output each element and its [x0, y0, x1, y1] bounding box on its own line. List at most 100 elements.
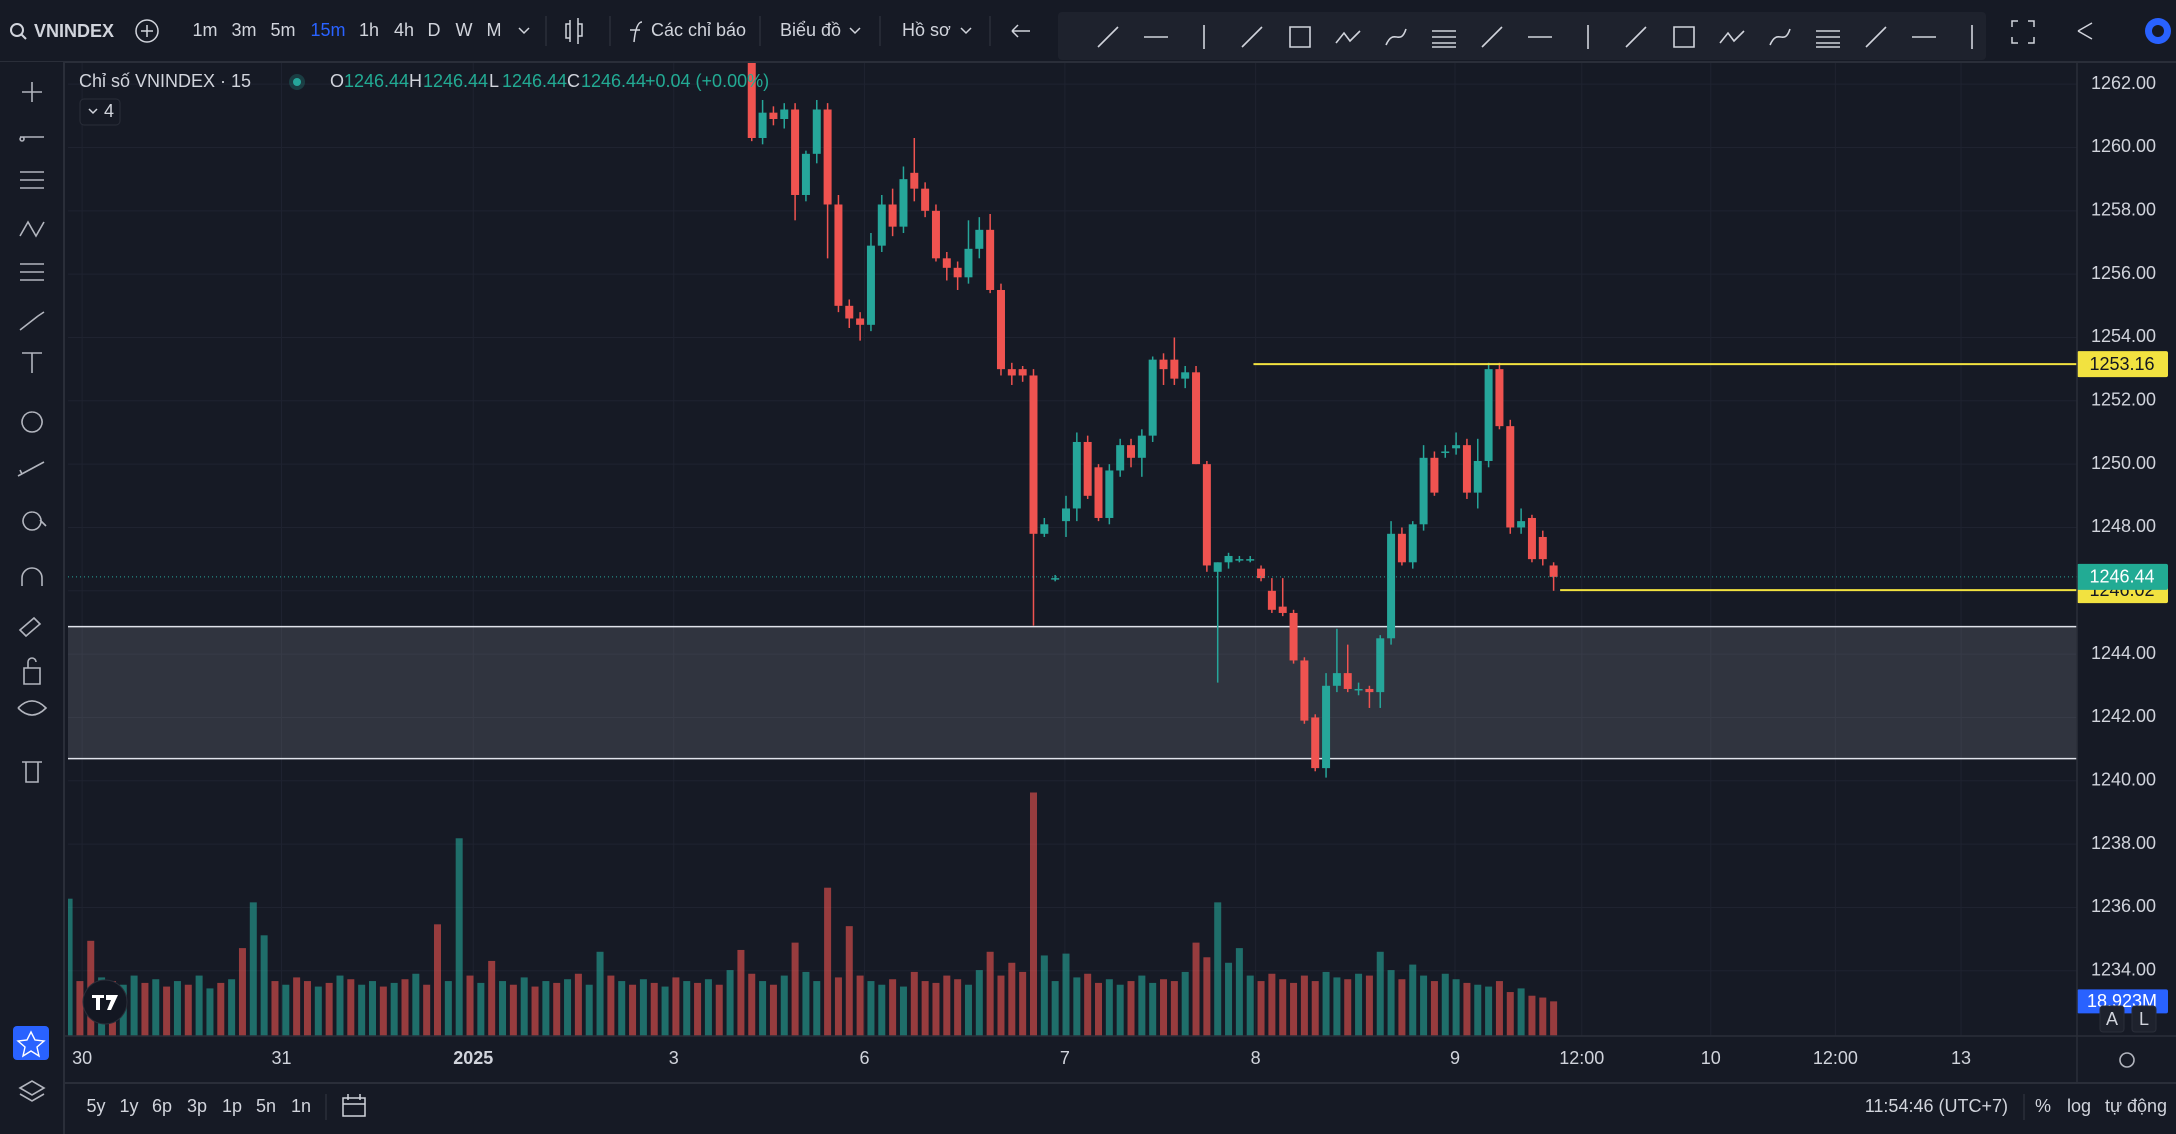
drawing-tool[interactable]: [1335, 30, 1361, 44]
candle-body: [1332, 673, 1341, 686]
volume-bar: [986, 951, 994, 1036]
auto-toggle[interactable]: tự động: [2105, 1096, 2167, 1116]
candle-body: [823, 109, 832, 205]
volume-bar: [1528, 995, 1536, 1036]
range-button[interactable]: 3p: [187, 1096, 207, 1116]
drawing-tool[interactable]: [1481, 26, 1503, 48]
drawing-tool[interactable]: [1289, 26, 1311, 48]
fullscreen-icon[interactable]: [2011, 20, 2035, 44]
scale-button[interactable]: [2099, 1005, 2125, 1033]
tool-icon[interactable]: [20, 263, 44, 281]
y-tick-label: 1248.00: [2091, 516, 2156, 536]
interval[interactable]: 15m: [310, 20, 345, 40]
drawing-tool[interactable]: [1769, 28, 1791, 46]
interval[interactable]: 5m: [270, 20, 295, 40]
volume-bar: [1084, 973, 1092, 1036]
volume-bar: [1051, 981, 1059, 1036]
range-button[interactable]: 1y: [119, 1096, 138, 1116]
calendar-icon[interactable]: [342, 1094, 366, 1117]
tool-icon[interactable]: [22, 82, 42, 102]
tool-icon[interactable]: [22, 352, 42, 373]
tool-icon[interactable]: [17, 461, 45, 477]
candle-body: [1007, 369, 1016, 376]
tool-icon[interactable]: [21, 567, 43, 586]
drawing-tool[interactable]: [1625, 26, 1647, 48]
range-button[interactable]: 5n: [256, 1096, 276, 1116]
indicator-bars-icon: [565, 18, 583, 44]
tool-icon[interactable]: [20, 171, 44, 189]
tool-icon[interactable]: [22, 761, 42, 783]
volume-bar: [1019, 971, 1027, 1036]
profile-button[interactable]: Hồ sơ: [902, 20, 951, 40]
volume-bar: [434, 924, 442, 1036]
favorite-button[interactable]: [13, 1026, 49, 1060]
tool-icon[interactable]: [19, 311, 45, 331]
interval[interactable]: M: [487, 20, 502, 40]
volume-bar: [1463, 982, 1471, 1036]
settings-icon[interactable]: [2119, 1052, 2135, 1068]
undo-icon[interactable]: [1011, 24, 1030, 38]
tool-icon[interactable]: [19, 136, 44, 142]
drawing-tool[interactable]: [1816, 30, 1840, 48]
add-symbol[interactable]: [135, 19, 159, 43]
search-icon: [10, 23, 24, 37]
candle-body: [1549, 565, 1558, 577]
search-icon: [20, 33, 27, 40]
interval[interactable]: 1h: [359, 20, 379, 40]
tool-icon[interactable]: [18, 616, 42, 638]
range-button[interactable]: 1p: [222, 1096, 242, 1116]
volume-bar: [791, 942, 799, 1036]
scale-button[interactable]: [2131, 1005, 2157, 1033]
volume-bar: [206, 988, 214, 1036]
drawing-tool[interactable]: [1673, 26, 1695, 48]
range-button[interactable]: 1n: [291, 1096, 311, 1116]
scale-button-label[interactable]: L: [2139, 1009, 2149, 1029]
drawing-tool[interactable]: [1432, 30, 1456, 48]
interval[interactable]: 1m: [192, 20, 217, 40]
tool-icon[interactable]: [21, 411, 43, 433]
volume-bar: [152, 979, 160, 1036]
candle-body: [845, 305, 854, 319]
y-tick-label: 1256.00: [2091, 263, 2156, 283]
tool-icon[interactable]: [22, 511, 47, 531]
drawing-tool[interactable]: [1719, 30, 1745, 44]
legend-l-label: L: [489, 71, 499, 91]
y-tick-label: 1244.00: [2091, 643, 2156, 663]
left-toolbar: [0, 62, 63, 1134]
x-tick-label: 13: [1951, 1048, 1971, 1068]
indicators-button[interactable]: Các chỉ báo: [651, 20, 746, 40]
candle-body: [1538, 536, 1547, 560]
tool-icon[interactable]: [23, 657, 41, 685]
drawing-tool[interactable]: [1097, 26, 1119, 48]
scale-button-label[interactable]: A: [2106, 1009, 2118, 1029]
tool-icon[interactable]: [19, 220, 45, 238]
range-button[interactable]: 5y: [86, 1096, 105, 1116]
percent-toggle[interactable]: %: [2035, 1096, 2051, 1116]
volume-bar: [1485, 986, 1493, 1036]
interval[interactable]: D: [428, 20, 441, 40]
volume-bar: [1040, 955, 1048, 1036]
drawing-tool[interactable]: [1865, 26, 1887, 48]
chevron: [88, 108, 98, 115]
log-toggle[interactable]: log: [2067, 1096, 2091, 1116]
interval[interactable]: 3m: [231, 20, 256, 40]
interval[interactable]: 4h: [394, 20, 414, 40]
volume-bar: [1225, 962, 1233, 1036]
volume-bar: [856, 975, 864, 1036]
symbol[interactable]: VNINDEX: [34, 21, 114, 41]
tool-icon[interactable]: [17, 700, 48, 716]
volume-bar: [130, 975, 138, 1036]
layers-icon[interactable]: [18, 1080, 46, 1102]
chart-type-button[interactable]: Biểu đồ: [780, 20, 841, 40]
candle-body: [1257, 568, 1266, 579]
candle-body: [1051, 578, 1060, 580]
collapse-button[interactable]: [79, 98, 121, 126]
share-icon[interactable]: [2077, 22, 2093, 40]
range-button[interactable]: 6p: [152, 1096, 172, 1116]
drawing-tool[interactable]: [1241, 26, 1263, 48]
interval[interactable]: W: [456, 20, 473, 40]
volume-bar: [553, 982, 561, 1036]
volume-bar: [293, 977, 301, 1036]
chevron: [518, 27, 530, 35]
drawing-tool[interactable]: [1385, 28, 1407, 46]
